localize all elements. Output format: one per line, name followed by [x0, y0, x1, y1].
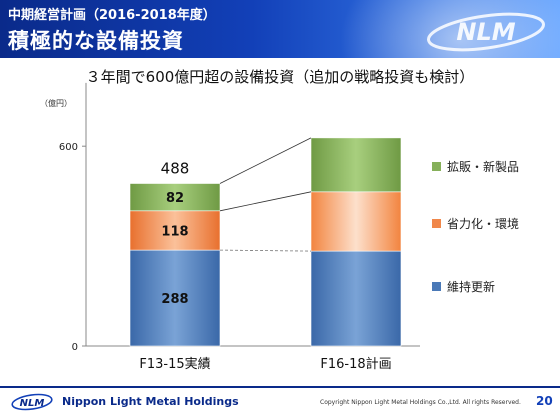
total-label-0: 488: [161, 159, 190, 177]
connector-top: [219, 137, 312, 184]
data-label-0-new-products: 82: [166, 191, 184, 206]
legend-label-new-products: 拡販・新製品: [447, 160, 520, 174]
footer-divider: [0, 386, 560, 388]
bar-1-efficiency: [310, 191, 402, 252]
legend-item-new-products: 拡販・新製品: [432, 158, 519, 175]
y-axis-unit-label: （億円）: [40, 98, 72, 108]
legend-swatch-maintenance: [432, 282, 441, 291]
copyright-notice: Copyright Nippon Light Metal Holdings Co…: [320, 399, 521, 406]
connector-base: [219, 249, 312, 252]
x-tick-label-1: F16-18計画: [320, 356, 391, 372]
slide-title: 積極的な設備投資: [8, 29, 184, 53]
legend-swatch-efficiency: [432, 219, 441, 228]
y-tick-label-1: 600: [59, 142, 78, 153]
bar-0-new-products: [129, 183, 221, 212]
legend-swatch-new-products: [432, 162, 441, 171]
legend-item-maintenance: 維持更新: [432, 278, 495, 295]
nlm-logo-icon: NLM: [427, 12, 545, 52]
page-number: 20: [536, 394, 553, 408]
data-label-0-efficiency: 118: [161, 224, 188, 239]
bar-1-new-products: [310, 137, 402, 193]
connector-mid: [219, 191, 312, 212]
legend-label-maintenance: 維持更新: [447, 280, 496, 294]
slide-subtitle: 中期経営計画（2016-2018年度）: [8, 8, 216, 23]
y-tick-label-0: 0: [72, 342, 78, 353]
data-label-0-maintenance: 288: [161, 292, 188, 307]
title-banner: 中期経営計画（2016-2018年度） 積極的な設備投資 NLM: [0, 0, 560, 58]
footer-logo-lettering: NLM: [20, 398, 45, 409]
chart-headline: ３年間で600億円超の設備投資（追加の戦略投資も検討）: [85, 68, 475, 86]
legend-label-efficiency: 省力化・環境: [447, 217, 520, 231]
legend-item-efficiency: 省力化・環境: [432, 215, 519, 232]
company-name: Nippon Light Metal Holdings: [62, 395, 239, 408]
bar-1-maintenance: [310, 250, 402, 347]
x-tick-label-0: F13-15実績: [139, 356, 210, 372]
logo-lettering: NLM: [456, 18, 515, 46]
footer-nlm-logo-icon: NLM: [11, 393, 53, 411]
